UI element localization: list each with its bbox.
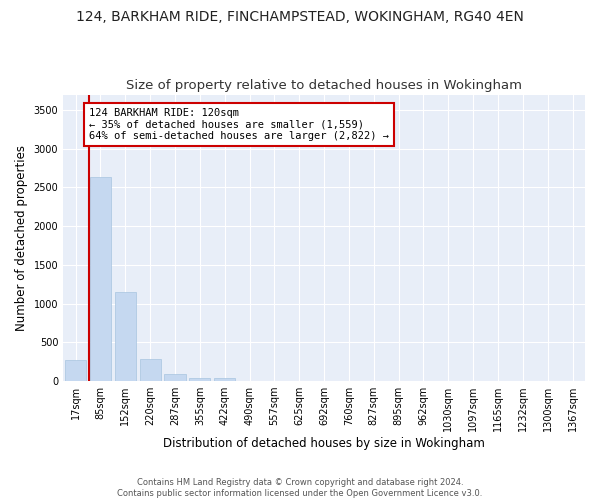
Bar (214, 378, 235, 381)
Bar (140, 359, 161, 381)
Text: Contains HM Land Registry data © Crown copyright and database right 2024.
Contai: Contains HM Land Registry data © Crown c… (118, 478, 482, 498)
Bar (115, 292, 136, 381)
Bar (65, 360, 86, 381)
Text: 124 BARKHAM RIDE: 120sqm
← 35% of detached houses are smaller (1,559)
64% of sem: 124 BARKHAM RIDE: 120sqm ← 35% of detach… (89, 108, 389, 141)
Bar (189, 378, 211, 381)
X-axis label: Distribution of detached houses by size in Wokingham: Distribution of detached houses by size … (163, 437, 485, 450)
Text: 124, BARKHAM RIDE, FINCHAMPSTEAD, WOKINGHAM, RG40 4EN: 124, BARKHAM RIDE, FINCHAMPSTEAD, WOKING… (76, 10, 524, 24)
Bar (90, 178, 111, 381)
Title: Size of property relative to detached houses in Wokingham: Size of property relative to detached ho… (126, 79, 522, 92)
Y-axis label: Number of detached properties: Number of detached properties (15, 145, 28, 331)
Bar (164, 374, 185, 381)
